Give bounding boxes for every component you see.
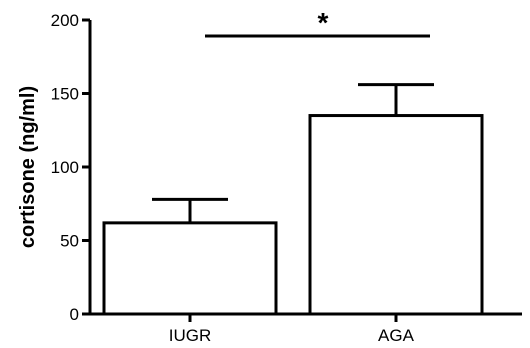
y-tick-label: 50 [60, 232, 79, 251]
x-tick-label: IUGR [169, 326, 212, 345]
x-tick-label: AGA [378, 326, 415, 345]
y-tick-label: 0 [70, 305, 79, 324]
y-tick-label: 200 [51, 11, 79, 30]
bar-iugr [102, 221, 278, 316]
error-bars [152, 83, 434, 223]
y-axis-label: cortisone (ng/ml) [17, 86, 39, 248]
y-tick-label: 150 [51, 85, 79, 104]
y-tick-label: 100 [51, 158, 79, 177]
significance-label: * [318, 7, 329, 38]
significance-annotation: * [205, 7, 430, 38]
bars [102, 114, 484, 316]
bar-aga [308, 114, 484, 316]
